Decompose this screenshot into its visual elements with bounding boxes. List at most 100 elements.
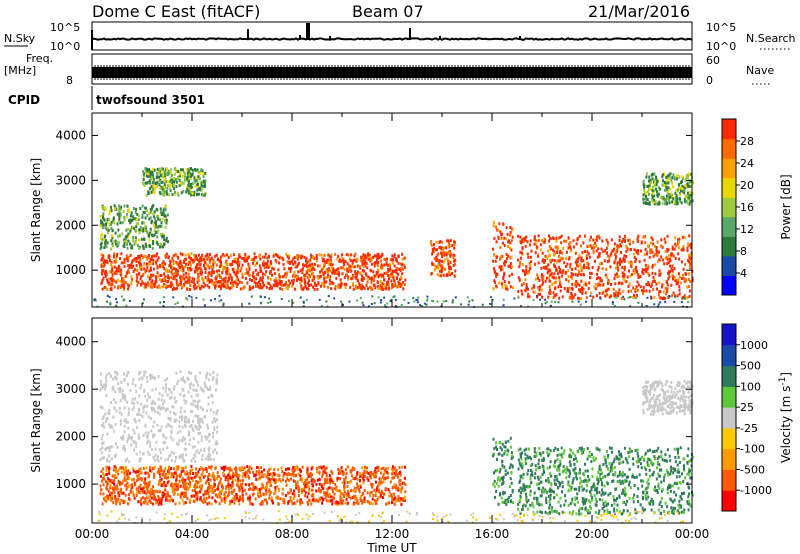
power-cell <box>191 182 194 186</box>
cpid-value: twofsound 3501 <box>96 93 205 107</box>
power-cell <box>572 273 575 277</box>
power-cell <box>259 276 262 280</box>
velocity-cell <box>154 409 157 413</box>
velocity-cell <box>175 418 178 422</box>
power-cell <box>347 277 349 281</box>
power-cell <box>186 298 189 301</box>
velocity-cell <box>104 387 106 391</box>
power-cell <box>174 277 176 281</box>
power-cell <box>309 258 312 262</box>
power-cell <box>447 241 450 245</box>
power-cell <box>327 253 330 257</box>
power-cell <box>687 201 689 205</box>
power-cell <box>370 278 373 282</box>
velocity-cell <box>123 424 126 428</box>
velocity-cell <box>263 473 266 477</box>
velocity-cell <box>399 499 402 503</box>
power-cell <box>123 298 126 301</box>
power-cell <box>130 279 133 283</box>
power-cell <box>165 190 168 194</box>
velocity-cell <box>169 453 172 457</box>
power-cell <box>151 206 154 209</box>
power-cell <box>567 269 570 273</box>
power-cell <box>440 246 442 250</box>
power-cell <box>656 240 659 244</box>
power-cell <box>663 188 666 192</box>
velocity-cell <box>179 393 182 397</box>
velocity-cell <box>100 424 103 427</box>
power-cell <box>166 172 169 176</box>
power-cell <box>397 255 400 259</box>
power-cell <box>292 301 295 304</box>
velocity-cell <box>179 410 182 414</box>
power-cell <box>327 258 330 262</box>
power-cell <box>642 193 645 197</box>
velocity-cell <box>213 418 216 422</box>
power-cell <box>216 280 219 284</box>
velocity-cell <box>259 494 262 498</box>
power-cell <box>162 232 165 236</box>
power-cell <box>171 268 174 272</box>
velocity-cell <box>114 401 117 405</box>
power-cell <box>531 286 534 290</box>
velocity-cell <box>183 379 185 383</box>
velocity-cell <box>139 413 142 417</box>
velocity-cell <box>194 454 197 458</box>
power-cell <box>538 279 541 282</box>
power-cell <box>537 234 540 238</box>
velocity-cell <box>207 378 210 382</box>
power-cell <box>259 285 262 289</box>
power-cell <box>166 285 169 289</box>
power-cell <box>348 300 351 303</box>
power-cell <box>605 293 608 297</box>
velocity-cell <box>150 447 153 451</box>
power-cell <box>312 285 314 289</box>
power-cell <box>173 180 175 184</box>
power-cell <box>524 273 526 277</box>
power-cell <box>644 241 647 244</box>
power-cell <box>133 268 136 271</box>
power-cell <box>148 217 151 221</box>
velocity-cell <box>189 472 191 476</box>
power-cell <box>533 242 536 246</box>
power-cell <box>345 283 348 287</box>
velocity-cell <box>106 487 109 491</box>
velocity-cell <box>111 474 114 478</box>
power-cell <box>326 285 329 289</box>
velocity-cell <box>362 472 365 476</box>
power-cell <box>152 262 155 266</box>
power-cell <box>377 252 380 256</box>
power-cell <box>200 193 203 197</box>
power-cell <box>175 269 177 273</box>
power-cell <box>569 262 572 266</box>
power-cell <box>393 283 396 287</box>
power-cell <box>647 264 650 268</box>
power-cell <box>504 283 507 287</box>
velocity-cell <box>201 388 204 392</box>
velocity-cell <box>133 402 135 406</box>
power-cell <box>529 239 532 243</box>
velocity-cell <box>101 406 104 410</box>
velocity-cell <box>121 389 124 393</box>
power-cell <box>334 284 337 288</box>
velocity-cell <box>248 494 251 498</box>
power-cell <box>668 195 671 199</box>
power-cell <box>674 257 677 260</box>
power-cell <box>623 272 626 276</box>
velocity-cell <box>127 383 129 386</box>
power-cell <box>149 257 152 261</box>
power-cell <box>120 252 123 256</box>
power-cell <box>116 301 119 304</box>
velocity-cell <box>152 425 155 429</box>
power-cell <box>596 268 599 272</box>
power-cell <box>400 267 403 271</box>
power-cell <box>118 234 121 238</box>
power-cell <box>682 273 685 277</box>
power-cell <box>619 257 621 261</box>
power-cell <box>156 266 159 270</box>
velocity-cell <box>183 447 186 451</box>
power-cell <box>653 253 656 257</box>
nsky-tick-bottom: 10^0 <box>50 40 80 53</box>
power-cell <box>390 272 393 276</box>
power-cell <box>293 256 296 260</box>
